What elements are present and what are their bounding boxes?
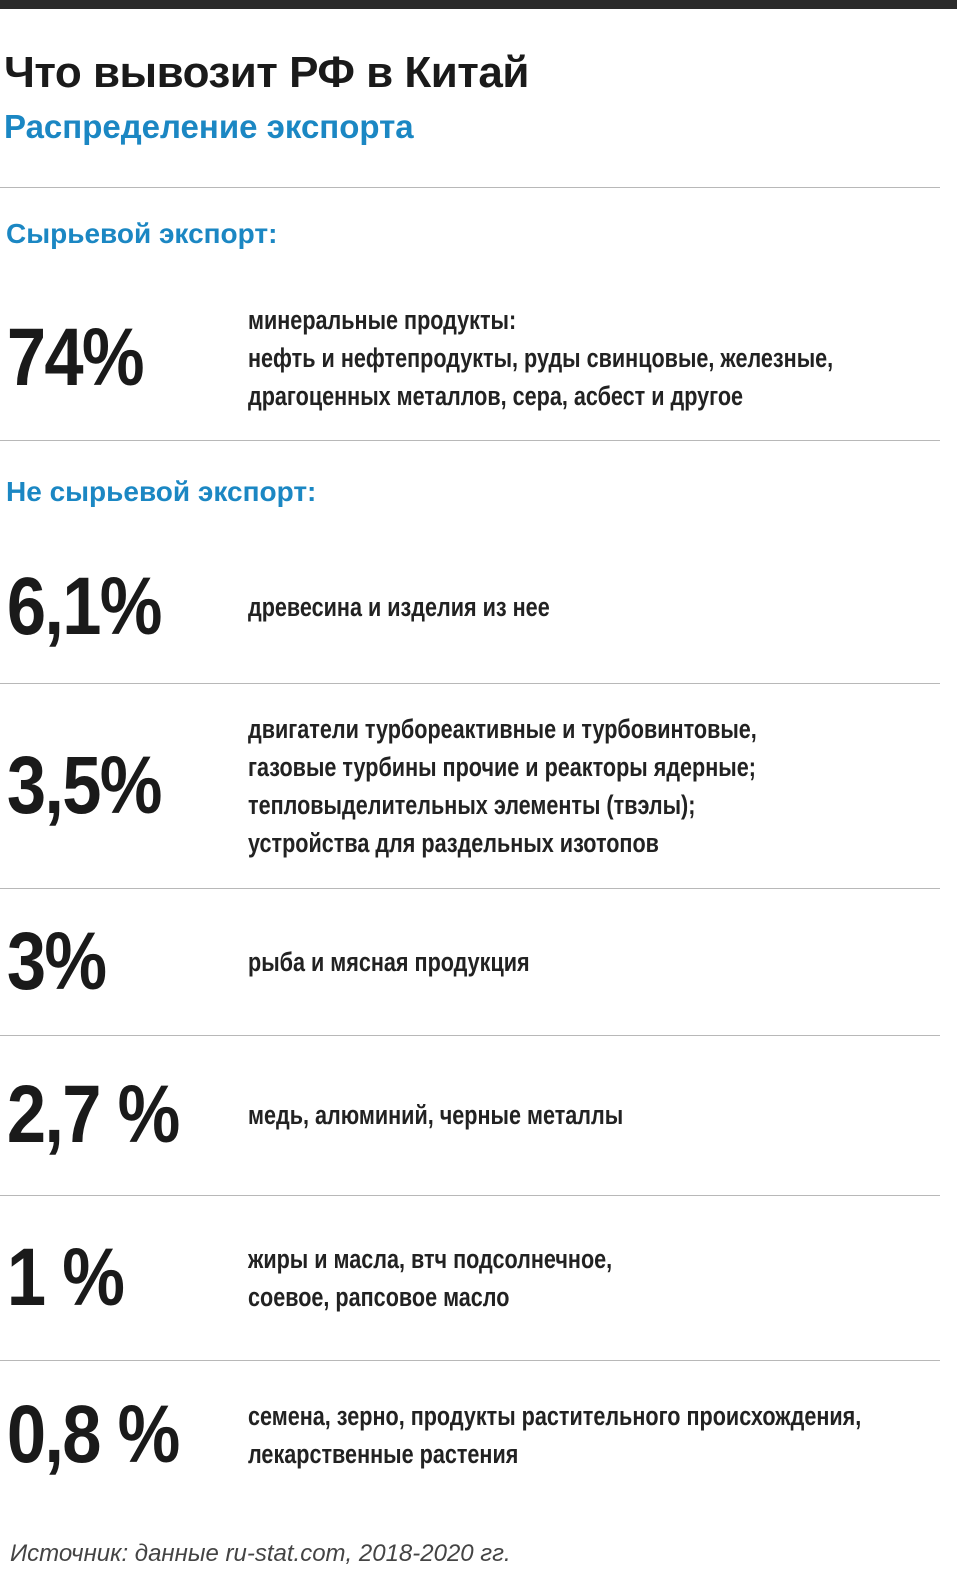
divider: [0, 1195, 940, 1196]
export-row: 74% минеральные продукты: нефть и нефтепро…: [0, 275, 957, 440]
source: Источник: данные ru-stat.com, 2018-2020 …: [10, 1540, 511, 1567]
description: медь, алюминий, черные металлы: [248, 1096, 623, 1134]
export-row: 6,1% древесина и изделия из нее: [0, 530, 957, 683]
share-value: 74%: [6, 311, 145, 403]
export-row: 3,5% двигатели турбореактивные и турбовин…: [0, 683, 957, 888]
divider: [0, 1035, 940, 1036]
description-line: соевое, рапсовое масло: [248, 1281, 510, 1312]
share-value: 6,1%: [6, 560, 163, 652]
description: древесина и изделия из нее: [248, 588, 550, 626]
description-line: двигатели турбореактивные и турбовинтовы…: [248, 713, 757, 744]
divider: [0, 187, 940, 188]
share-value: 1 %: [6, 1231, 125, 1323]
description-line: газовые турбины прочие и реакторы ядерны…: [248, 751, 756, 782]
description: двигатели турбореактивные и турбовинтовы…: [248, 710, 757, 862]
divider: [0, 440, 940, 441]
share-value: 3,5%: [6, 739, 163, 831]
export-row: 2,7 % медь, алюминий, черные металлы: [0, 1035, 957, 1195]
divider: [0, 683, 940, 684]
description-line: жиры и масла, втч подсолнечное,: [248, 1243, 613, 1274]
section-heading: Сырьевой экспорт:: [6, 218, 278, 249]
description: минеральные продукты: нефть и нефтепродук…: [248, 301, 833, 415]
export-row: 1 % жиры и масла, втч подсолнечное, соевое…: [0, 1195, 957, 1360]
title: Что вывозит РФ в Китай: [4, 48, 529, 97]
description-line: устройства для раздельных изотопов: [248, 827, 659, 858]
export-row: 3% рыба и мясная продукция: [0, 888, 957, 1035]
description-line: семена, зерно, продукты растительного пр…: [248, 1401, 862, 1431]
description-line: медь, алюминий, черные металлы: [248, 1100, 624, 1130]
description-line: минеральные продукты:: [248, 304, 517, 335]
description-line: древесина и изделия из нее: [248, 591, 550, 622]
share-value: 0,8 %: [6, 1389, 180, 1480]
export-row: 0,8 % семена, зерно, продукты растительно…: [0, 1360, 957, 1510]
description-line: лекарственные растения: [248, 1439, 519, 1469]
section-heading: Не сырьевой экспорт:: [6, 476, 317, 507]
description: жиры и масла, втч подсолнечное, соевое, р…: [248, 1240, 612, 1316]
description-line: рыба и мясная продукция: [248, 946, 530, 977]
description-line: драгоценных металлов, сера, асбест и дру…: [248, 380, 744, 411]
divider: [0, 1360, 940, 1361]
description: рыба и мясная продукция: [248, 943, 530, 981]
description-line: нефть и нефтепродукты, руды свинцовые, ж…: [248, 342, 834, 373]
subtitle: Распределение экспорта: [4, 108, 414, 145]
top-bar: [0, 0, 957, 9]
divider: [0, 888, 940, 889]
share-value: 3%: [6, 915, 107, 1007]
description-line: тепловыделительных элементы (твэлы);: [248, 789, 696, 820]
share-value: 2,7 %: [6, 1069, 180, 1160]
description: семена, зерно, продукты растительного пр…: [248, 1397, 861, 1473]
